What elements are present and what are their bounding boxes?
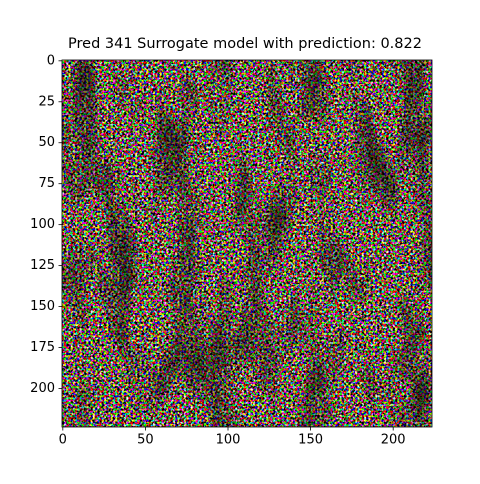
y-tick-label: 200: [30, 381, 55, 396]
x-tick-label: 200: [381, 433, 406, 448]
x-tick-label: 100: [216, 433, 241, 448]
axes-frame: [61, 59, 433, 428]
y-tick-label: 125: [30, 258, 55, 273]
y-tick-label: 0: [47, 53, 55, 68]
y-tick-label: 175: [30, 340, 55, 355]
chart-title: Pred 341 Surrogate model with prediction…: [68, 36, 422, 52]
y-tick-label: 100: [30, 217, 55, 232]
x-tick-label: 50: [137, 433, 154, 448]
y-tick-label: 150: [30, 299, 55, 314]
y-tick-label: 50: [38, 135, 55, 150]
image: [62, 60, 432, 427]
x-tick-label: 0: [59, 433, 67, 448]
x-tick-label: 150: [298, 433, 323, 448]
y-tick-label: 25: [38, 94, 55, 109]
y-tick-label: 75: [38, 176, 55, 191]
